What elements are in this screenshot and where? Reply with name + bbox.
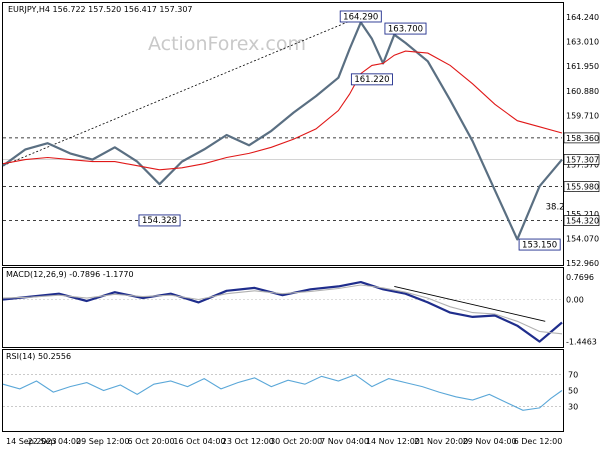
price-trendline-0: [2, 16, 361, 167]
price-tick-0: 164.240: [566, 13, 599, 22]
macd-tick-1: 0.00: [566, 296, 584, 305]
x-tick-4: 16 Oct 04:00: [173, 437, 225, 446]
price-line: [2, 21, 563, 241]
price-layer: 164.290 163.700 161.220 154.328 153.150 38.2: [2, 10, 565, 251]
x-tick-5: 23 Oct 12:00: [222, 437, 274, 446]
rsi-tick-0: 70: [568, 371, 578, 380]
macd-tick-0: 0.7696: [566, 273, 594, 282]
price-tick-2: 161.950: [566, 62, 599, 71]
x-tick-6: 30 Oct 20:00: [270, 437, 322, 446]
level-tag-box-0: [563, 132, 600, 144]
price-annotation-box-4: [518, 238, 561, 251]
macd-layer: [2, 281, 563, 343]
rsi-tick-2: 30: [568, 402, 578, 411]
level-tag-0: 158.360: [566, 134, 599, 143]
macd-line: [2, 281, 563, 343]
level-tag-box-1: [563, 181, 600, 192]
price-annotation-2: 161.220: [354, 75, 389, 85]
price-header: EURJPY,H4 156.722 157.520 156.417 157.30…: [8, 5, 193, 14]
watermark: ActionForex.com: [148, 33, 306, 55]
price-annotation-0: 164.290: [343, 12, 378, 22]
price-tick-3: 160.880: [566, 87, 599, 96]
price-annotation-4: 153.150: [522, 240, 557, 250]
axis-layer: 164.240163.010161.950160.880159.710158.6…: [6, 13, 600, 446]
x-tick-9: 21 Nov 20:00: [414, 437, 468, 446]
rsi-line: [2, 374, 563, 411]
price-tick-6: 157.570: [566, 161, 599, 170]
level-tag-2: 154.320: [566, 217, 599, 226]
price-tick-4: 159.710: [566, 111, 599, 120]
rsi-panel-frame: [2, 349, 564, 432]
macd-panel-frame: [2, 267, 564, 348]
x-tick-8: 14 Nov 12:00: [366, 437, 420, 446]
x-tick-11: 6 Dec 12:00: [514, 437, 563, 446]
price-tick-8: 155.210: [566, 210, 599, 219]
price-annotation-box-3: [138, 214, 181, 227]
moving-average-line: [2, 50, 563, 171]
price-annotation-box-0: [339, 10, 382, 23]
x-tick-3: 6 Oct 20:00: [128, 437, 175, 446]
level-tag-1: 155.980: [566, 183, 599, 192]
current-price-tag-box: [563, 154, 600, 165]
macd-tick-2: -1.4463: [566, 338, 597, 347]
macd-header: MACD(12,26,9) -0.7896 -1.1770: [6, 270, 134, 279]
price-annotation-1: 163.700: [388, 24, 423, 34]
x-tick-1: 22 Sep 04:00: [28, 437, 81, 446]
x-tick-2: 29 Sep 12:00: [76, 437, 129, 446]
price-annotation-box-2: [350, 73, 393, 86]
rsi-header: RSI(14) 50.2556: [6, 352, 71, 361]
level-tag-box-2: [563, 215, 600, 226]
rsi-layer: [2, 374, 563, 411]
price-tick-1: 163.010: [566, 38, 599, 47]
price-annotation-box-1: [384, 22, 427, 35]
x-tick-10: 29 Nov 04:00: [463, 437, 517, 446]
fib-label: 38.2: [546, 203, 565, 213]
rsi-tick-1: 50: [568, 387, 578, 396]
current-price-tag: 157.307: [566, 155, 599, 164]
price-panel-frame: [2, 2, 564, 266]
price-annotation-3: 154.328: [142, 216, 177, 226]
x-tick-7: 7 Nov 04:00: [320, 437, 369, 446]
price-tick-9: 154.070: [566, 234, 599, 243]
macd-trendline-0: [394, 285, 546, 322]
price-tick-10: 152.960: [566, 259, 599, 268]
x-tick-0: 14 Sep 2023: [6, 437, 57, 446]
macd-signal-line: [2, 284, 563, 335]
